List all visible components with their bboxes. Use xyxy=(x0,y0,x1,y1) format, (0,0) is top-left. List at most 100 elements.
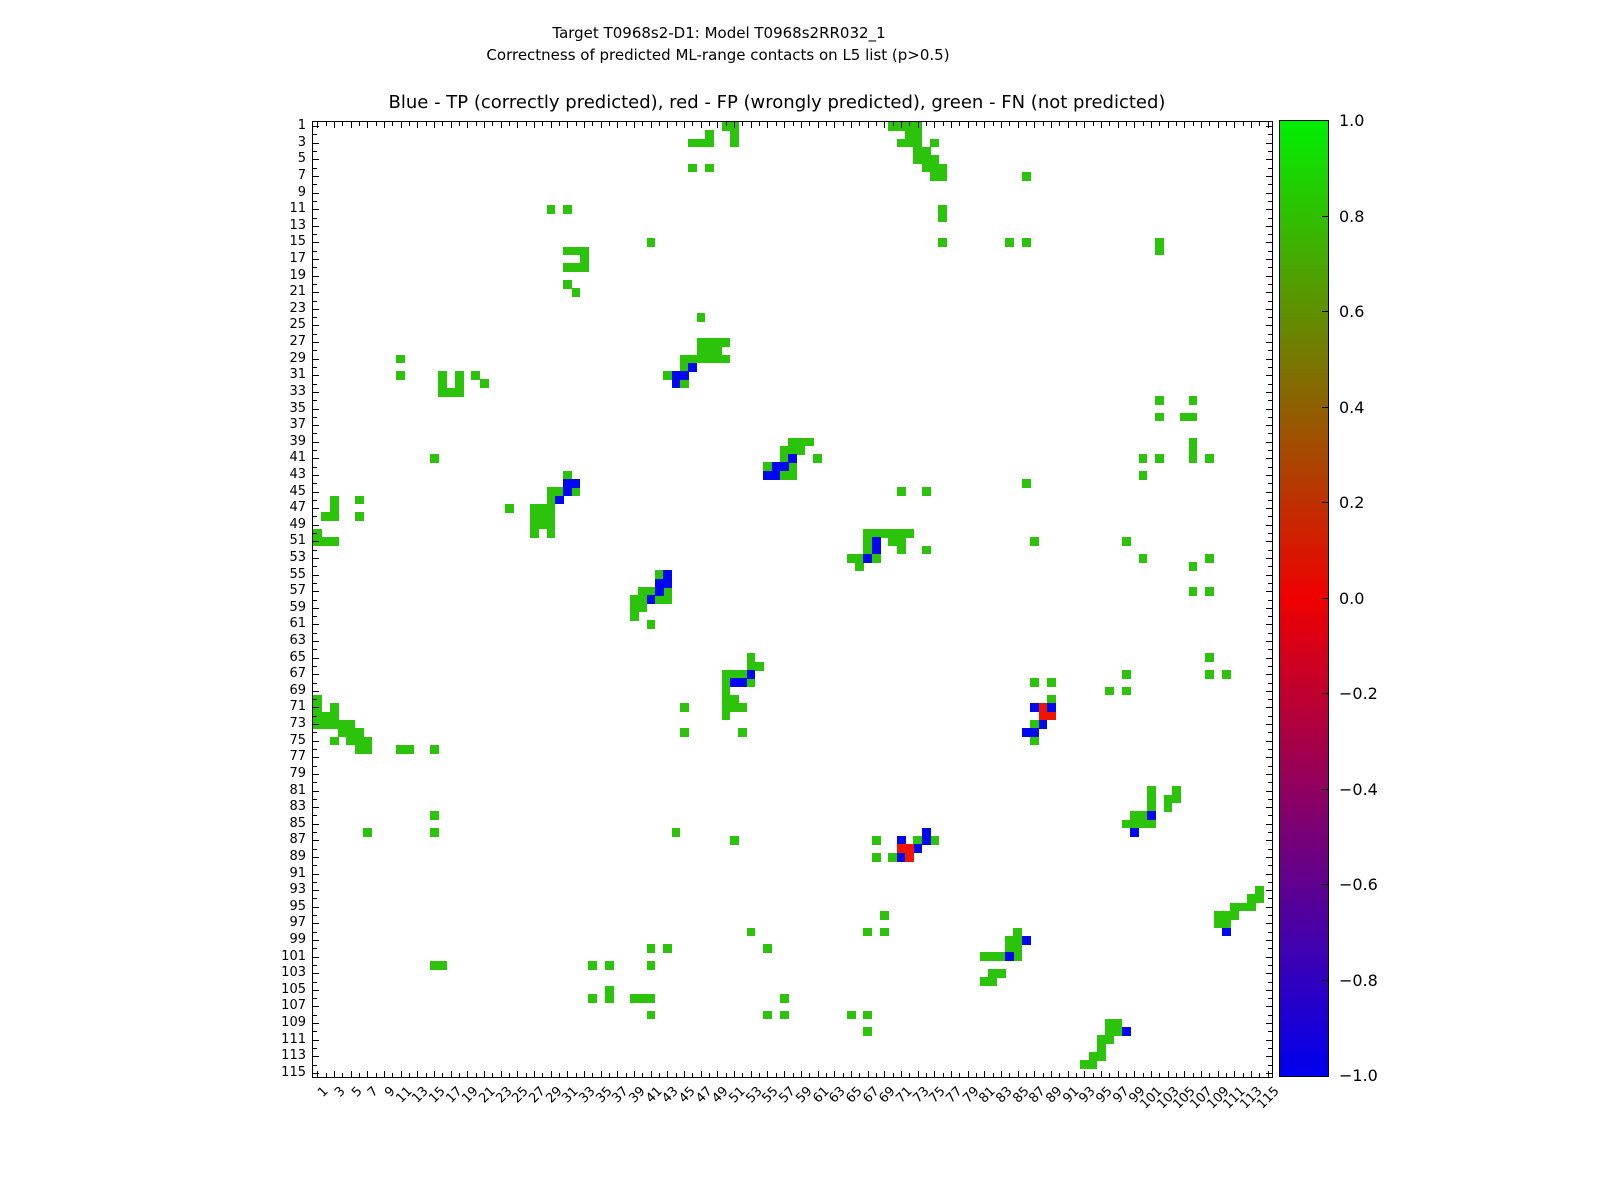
heatmap-cell-green xyxy=(729,130,739,140)
heatmap-cell-green xyxy=(1213,919,1223,929)
y-axis-tick xyxy=(313,142,319,144)
heatmap-cell-green xyxy=(1105,686,1115,696)
x-axis-tick xyxy=(1076,122,1078,126)
x-axis-tick xyxy=(533,122,535,128)
y-axis-tick xyxy=(1268,383,1272,385)
heatmap-cell-green xyxy=(1096,1052,1106,1061)
colorbar-tick-label: −0.2 xyxy=(1339,684,1378,703)
y-axis-tick xyxy=(1268,931,1272,933)
heatmap-cell-green xyxy=(1221,670,1231,679)
y-axis-tick xyxy=(313,1072,319,1074)
heatmap-cell-blue xyxy=(779,462,789,472)
y-axis-tick xyxy=(1266,508,1272,510)
x-axis-tick xyxy=(1151,1071,1153,1077)
heatmap-cell-green xyxy=(354,744,364,754)
y-axis-tick xyxy=(1268,599,1272,601)
x-axis-tick xyxy=(867,122,869,128)
y-axis-tick xyxy=(1268,782,1272,784)
heatmap-cell-green xyxy=(1088,1052,1098,1061)
x-axis-tick xyxy=(634,1071,636,1077)
heatmap-cell-green xyxy=(638,587,648,596)
x-axis-tick xyxy=(667,1071,669,1077)
x-axis-tick xyxy=(717,122,719,128)
x-axis-tick xyxy=(358,122,360,126)
heatmap-cell-green xyxy=(1188,445,1198,455)
x-axis-tick xyxy=(1034,122,1036,128)
heatmap-cell-blue xyxy=(688,362,698,372)
x-axis-tick xyxy=(609,1073,611,1077)
heatmap-cell-green xyxy=(663,944,673,953)
x-axis-tick xyxy=(1267,1071,1269,1077)
y-axis-tick xyxy=(313,1006,319,1008)
y-axis-tick xyxy=(313,1039,319,1041)
x-axis-tick xyxy=(1017,1071,1019,1077)
heatmap-cell-green xyxy=(629,603,639,613)
heatmap-cell-green xyxy=(980,977,989,987)
heatmap-cell-green xyxy=(1155,454,1165,463)
y-axis-tick-label: 97 xyxy=(289,915,306,931)
x-axis-tick xyxy=(1151,122,1153,128)
x-axis-tick xyxy=(1259,1073,1261,1077)
heatmap-cell-green xyxy=(1230,902,1240,912)
heatmap-cell-green xyxy=(930,171,939,181)
heatmap-cell-green xyxy=(1163,802,1173,812)
colorbar-tick xyxy=(1322,979,1328,981)
heatmap-cell-green xyxy=(905,138,914,148)
heatmap-cell-green xyxy=(788,445,798,455)
heatmap-cell-green xyxy=(1105,1035,1115,1045)
heatmap-cell-green xyxy=(329,512,339,522)
heatmap-cell-green xyxy=(438,379,447,389)
y-axis-tick-label: 9 xyxy=(297,184,306,200)
heatmap-cell-green xyxy=(1130,819,1140,829)
x-axis-tick xyxy=(834,1071,836,1077)
y-axis-tick xyxy=(313,865,317,867)
heatmap-cell-green xyxy=(663,595,673,605)
x-axis-tick xyxy=(1142,122,1144,126)
heatmap-cell-green xyxy=(788,470,798,480)
heatmap-cell-green xyxy=(688,163,698,173)
heatmap-cell-blue xyxy=(729,678,739,688)
heatmap-cell-green xyxy=(1205,653,1215,663)
heatmap-cell-red xyxy=(1038,711,1048,721)
x-axis-tick xyxy=(1251,122,1253,128)
y-axis-tick xyxy=(1268,881,1272,883)
x-axis-tick xyxy=(759,122,761,126)
heatmap-cell-green xyxy=(354,736,364,746)
x-axis-tick xyxy=(383,122,385,128)
heatmap-cell-blue xyxy=(554,495,564,505)
x-axis-tick xyxy=(525,122,527,126)
y-axis-tick-label: 65 xyxy=(289,649,306,665)
heatmap-cell-green xyxy=(396,371,406,380)
y-axis-tick xyxy=(313,217,317,219)
heatmap-cell-blue xyxy=(746,670,756,679)
heatmap-cell-green xyxy=(704,337,714,347)
heatmap-cell-green xyxy=(896,545,906,555)
heatmap-cell-green xyxy=(1113,1018,1123,1028)
y-axis-tick xyxy=(313,607,319,609)
colorbar-tick-label: 0.4 xyxy=(1339,397,1365,417)
x-axis-tick xyxy=(433,1071,435,1077)
x-axis-tick-label: 5 xyxy=(348,1084,366,1101)
x-axis-tick xyxy=(1267,122,1269,128)
heatmap-cell-blue xyxy=(771,470,781,480)
heatmap-cell-blue xyxy=(1146,811,1156,821)
x-axis-tick xyxy=(984,1071,986,1077)
x-axis-tick xyxy=(1142,1073,1144,1077)
heatmap-cell-green xyxy=(921,146,931,156)
y-axis-tick xyxy=(313,325,319,327)
y-axis-tick xyxy=(1268,499,1272,501)
heatmap-cell-green xyxy=(855,553,864,563)
x-axis-tick xyxy=(800,122,802,128)
y-axis-tick xyxy=(313,790,319,792)
heatmap-cell-green xyxy=(446,387,456,397)
y-axis-tick xyxy=(1268,200,1272,202)
heatmap-cell-green xyxy=(704,138,714,148)
y-axis-tick xyxy=(1266,890,1272,892)
x-axis-tick xyxy=(834,122,836,128)
y-axis-tick xyxy=(1266,325,1272,327)
y-axis-tick xyxy=(1268,748,1272,750)
heatmap-cell-green xyxy=(1096,1043,1106,1053)
y-axis-tick xyxy=(1266,657,1272,659)
heatmap-cell-green xyxy=(638,595,648,605)
